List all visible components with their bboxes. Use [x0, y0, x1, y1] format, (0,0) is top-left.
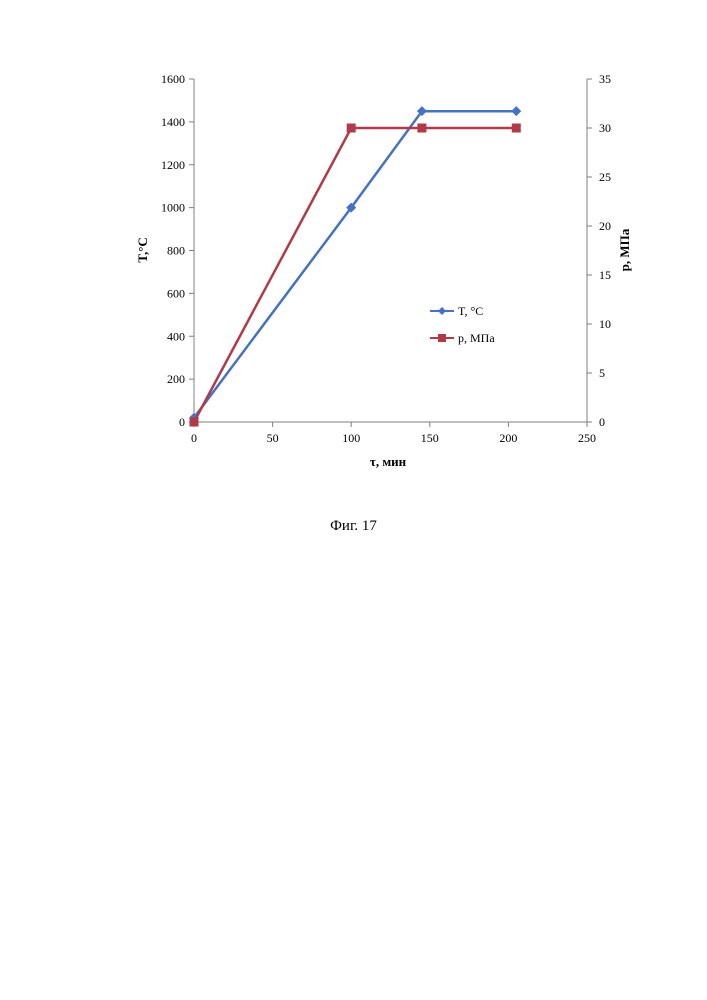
- legend-square-icon: [438, 334, 446, 342]
- axes: [194, 79, 587, 422]
- legend-label-temperature: T, °C: [458, 304, 483, 318]
- left-tick-label: 600: [167, 286, 185, 300]
- series-line-pressure: [194, 128, 516, 422]
- left-tick-label: 1200: [161, 158, 185, 172]
- legend-diamond-icon: [438, 307, 446, 315]
- data-point-temperature: [511, 106, 521, 116]
- left-tick-label: 400: [167, 329, 185, 343]
- right-tick-label: 15: [599, 268, 611, 282]
- figure-caption: Фиг. 17: [0, 518, 707, 535]
- right-tick-label: 30: [599, 121, 611, 135]
- right-axis-ticks: 0 5 10 15 20 25 30 35: [587, 72, 611, 429]
- y2-axis-title: p, МПа: [617, 228, 632, 271]
- data-point-pressure: [347, 124, 356, 133]
- left-tick-label: 0: [179, 415, 185, 429]
- right-tick-label: 25: [599, 170, 611, 184]
- left-tick-label: 1000: [161, 201, 185, 215]
- right-tick-label: 35: [599, 72, 611, 86]
- left-axis-ticks: 0 200 400 600 800 1000 1200 1400 1600: [161, 72, 194, 429]
- right-tick-label: 5: [599, 366, 605, 380]
- x-tick-label: 150: [421, 431, 439, 445]
- legend: T, °C p, МПа: [430, 304, 495, 345]
- legend-label-pressure: p, МПа: [458, 331, 495, 345]
- x-tick-label: 100: [342, 431, 360, 445]
- right-tick-label: 10: [599, 317, 611, 331]
- x-tick-label: 50: [267, 431, 279, 445]
- left-tick-label: 1600: [161, 72, 185, 86]
- series-line-temperature: [194, 111, 516, 418]
- x-tick-label: 0: [191, 431, 197, 445]
- x-axis-ticks: 0 50 100 150 200 250: [191, 422, 596, 445]
- x-tick-label: 200: [499, 431, 517, 445]
- data-point-pressure: [190, 418, 199, 427]
- left-tick-label: 800: [167, 244, 185, 258]
- right-tick-label: 0: [599, 415, 605, 429]
- series-layer: [189, 106, 521, 426]
- chart: 02004006008001000120014001600 0510152025…: [0, 0, 707, 500]
- left-tick-label: 200: [167, 372, 185, 386]
- data-point-pressure: [417, 124, 426, 133]
- x-tick-label: 250: [578, 431, 596, 445]
- x-axis-title: τ, мин: [370, 454, 407, 469]
- right-tick-label: 20: [599, 219, 611, 233]
- left-tick-label: 1400: [161, 115, 185, 129]
- y-axis-title: T,°C: [135, 237, 150, 263]
- data-point-pressure: [512, 124, 521, 133]
